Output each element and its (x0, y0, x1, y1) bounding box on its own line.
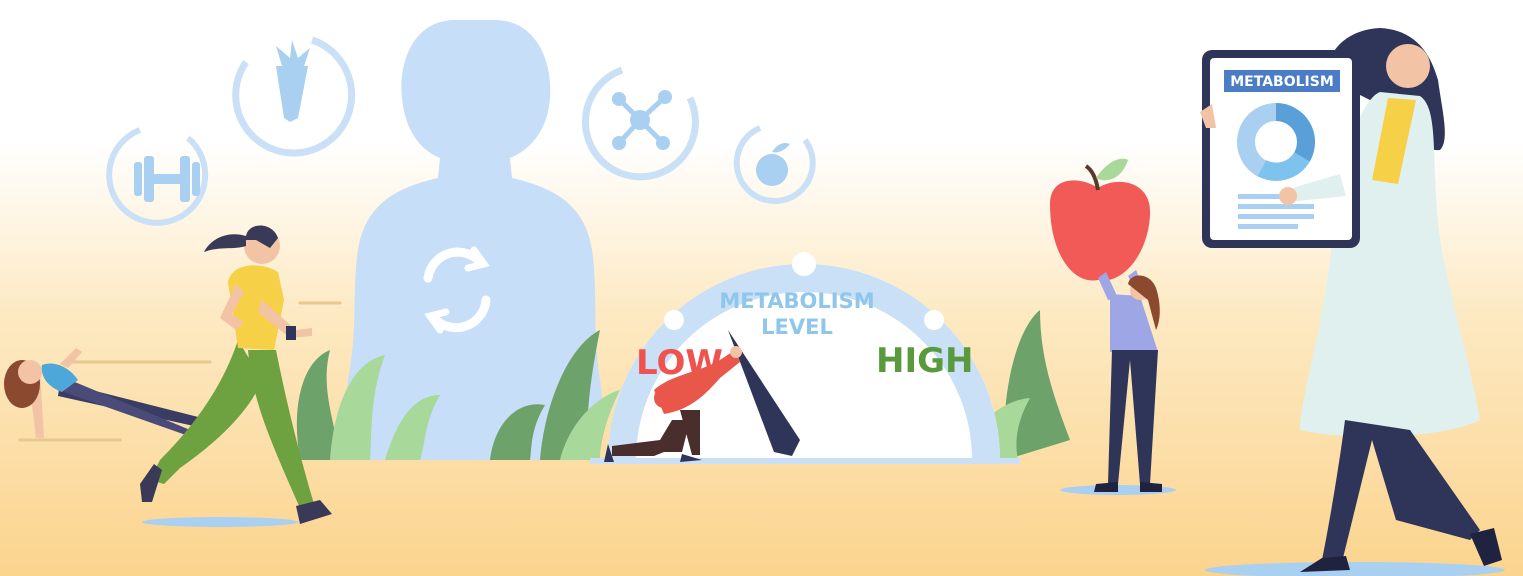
gauge-high-label: HIGH (876, 341, 973, 381)
tablet-header-label: METABOLISM (1230, 74, 1334, 90)
woman-plank (4, 348, 212, 440)
gauge-title-line1: METABOLISM (719, 289, 874, 313)
metabolism-gauge: METABOLISM LEVEL LOW HIGH (590, 252, 1020, 464)
motion-lines (18, 301, 342, 442)
dumbbell-icon (106, 127, 209, 226)
tablet-donut-chart (1237, 103, 1315, 181)
running-woman (140, 225, 332, 527)
man-pushing-needle (604, 346, 742, 462)
gauge-needle (728, 330, 800, 456)
carrot-icon (232, 36, 356, 157)
doctor-with-tablet: METABOLISM (1200, 28, 1505, 576)
body-silhouette (347, 20, 602, 460)
apple-icon (733, 125, 816, 204)
molecule-icon (581, 66, 699, 181)
refresh-icon (423, 246, 491, 334)
gauge-title-line2: LEVEL (761, 315, 833, 339)
woman-holding-apple (1050, 158, 1176, 495)
